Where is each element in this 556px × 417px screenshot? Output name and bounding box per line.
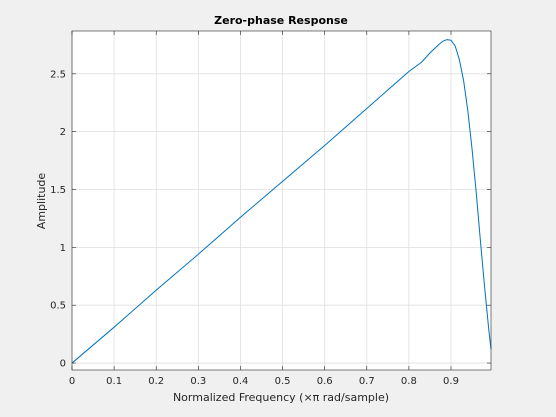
x-tick-label: 0.7 bbox=[359, 376, 375, 387]
y-axis-label: Amplitude bbox=[35, 173, 48, 230]
y-tick-label: 0.5 bbox=[50, 301, 66, 312]
y-tick-label: 2 bbox=[60, 127, 66, 138]
y-tick-label: 2.5 bbox=[50, 69, 66, 80]
plot-frame bbox=[71, 30, 492, 371]
x-tick-label: 0.2 bbox=[148, 376, 164, 387]
axis-ticks bbox=[71, 31, 491, 370]
x-tick-label: 0.8 bbox=[401, 376, 417, 387]
amplitude-line bbox=[71, 39, 492, 364]
grid-lines bbox=[71, 31, 491, 370]
chart-title: Zero-phase Response bbox=[214, 14, 348, 27]
x-tick-label: 0.9 bbox=[443, 376, 459, 387]
x-tick-label: 0 bbox=[69, 376, 75, 387]
x-axis-label: Normalized Frequency (×π rad/sample) bbox=[173, 391, 389, 404]
x-tick-label: 0.4 bbox=[232, 376, 248, 387]
plot-area bbox=[72, 31, 491, 370]
y-tick-labels: 0 0.5 1 1.5 2 2.5 bbox=[50, 69, 66, 369]
x-tick-label: 0.6 bbox=[317, 376, 333, 387]
x-tick-labels: 0 0.1 0.2 0.3 0.4 0.5 0.6 0.7 0.8 0.9 bbox=[69, 376, 459, 387]
x-tick-label: 0.3 bbox=[190, 376, 206, 387]
x-tick-label: 0.5 bbox=[275, 376, 291, 387]
y-tick-label: 1.5 bbox=[50, 185, 66, 196]
y-tick-label: 1 bbox=[60, 243, 66, 254]
x-tick-label: 0.1 bbox=[106, 376, 122, 387]
y-tick-label: 0 bbox=[60, 359, 66, 370]
